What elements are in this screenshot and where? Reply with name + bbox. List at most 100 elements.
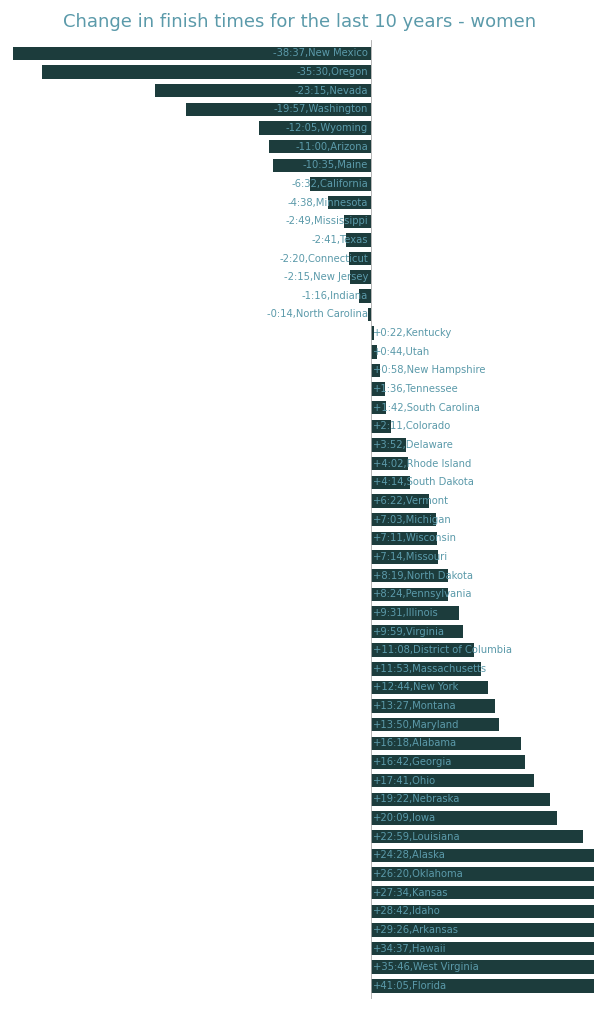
Bar [371,382,385,396]
Text: +9:59,Virginia: +9:59,Virginia [373,627,445,637]
Bar [371,886,600,899]
Bar [371,606,458,620]
Bar [344,215,371,228]
Text: -2:15,New Jersey: -2:15,New Jersey [284,272,368,283]
Bar [371,718,499,732]
Text: +7:14,Missouri: +7:14,Missouri [373,552,448,562]
Text: -1:16,Indiana: -1:16,Indiana [302,291,368,301]
Bar [371,457,408,470]
Text: +20:09,Iowa: +20:09,Iowa [373,813,436,823]
Bar [346,233,371,246]
Bar [359,290,371,303]
Text: -35:30,Oregon: -35:30,Oregon [296,67,368,77]
Bar [371,868,600,881]
Bar [371,849,597,862]
Bar [42,66,371,79]
Bar [371,793,550,806]
Text: +35:46,West Virginia: +35:46,West Virginia [373,963,479,973]
Bar [371,699,495,712]
Bar [272,158,371,172]
Bar [328,196,371,209]
Text: +9:31,Illinois: +9:31,Illinois [373,607,439,618]
Text: +29:26,Arkansas: +29:26,Arkansas [373,925,459,935]
Bar [371,979,600,993]
Text: Change in finish times for the last 10 years - women: Change in finish times for the last 10 y… [64,13,536,30]
Text: +19:22,Nebraska: +19:22,Nebraska [373,794,460,804]
Bar [310,178,371,191]
Bar [350,270,371,284]
Bar [259,121,371,135]
Bar [371,438,406,452]
Text: +12:44,New York: +12:44,New York [373,682,458,692]
Bar [371,662,481,676]
Bar [371,363,380,377]
Bar [371,587,448,601]
Bar [371,756,525,769]
Text: +1:36,Tennessee: +1:36,Tennessee [373,384,458,395]
Text: -0:14,North Carolina: -0:14,North Carolina [267,310,368,320]
Text: +34:37,Hawaii: +34:37,Hawaii [373,943,446,954]
Bar [371,625,463,639]
Text: +22:59,Louisiana: +22:59,Louisiana [373,831,460,842]
Text: +24:28,Alaska: +24:28,Alaska [373,851,446,861]
Text: +4:14,South Dakota: +4:14,South Dakota [373,477,474,487]
Text: +41:05,Florida: +41:05,Florida [373,981,447,991]
Bar [371,923,600,936]
Text: +4:02,Rhode Island: +4:02,Rhode Island [373,459,471,469]
Bar [371,532,437,545]
Bar [186,103,371,116]
Bar [371,475,410,489]
Text: +28:42,Idaho: +28:42,Idaho [373,906,440,916]
Text: -2:49,Mississippi: -2:49,Mississippi [286,216,368,226]
Text: -4:38,Minnesota: -4:38,Minnesota [288,198,368,208]
Bar [13,46,371,61]
Text: +11:08,District of Columbia: +11:08,District of Columbia [373,645,512,655]
Text: +0:44,Utah: +0:44,Utah [373,347,430,357]
Bar [371,345,377,358]
Text: +8:19,North Dakota: +8:19,North Dakota [373,570,473,580]
Text: +3:52,Delaware: +3:52,Delaware [373,440,454,450]
Text: +7:11,Wisconsin: +7:11,Wisconsin [373,534,457,543]
Text: -23:15,Nevada: -23:15,Nevada [295,86,368,96]
Text: +8:24,Pennsylvania: +8:24,Pennsylvania [373,589,472,599]
Bar [371,327,374,340]
Bar [371,830,583,844]
Text: +2:11,Colorado: +2:11,Colorado [373,422,451,432]
Bar [368,308,371,321]
Bar [371,494,430,508]
Bar [371,941,600,956]
Text: +0:22,Kentucky: +0:22,Kentucky [373,328,452,338]
Text: +27:34,Kansas: +27:34,Kansas [373,888,448,898]
Text: +16:18,Alabama: +16:18,Alabama [373,739,457,749]
Text: -12:05,Wyoming: -12:05,Wyoming [286,123,368,133]
Bar [371,961,600,974]
Text: +13:27,Montana: +13:27,Montana [373,701,457,711]
Bar [371,811,557,824]
Text: -10:35,Maine: -10:35,Maine [303,160,368,171]
Text: +6:22,Vermont: +6:22,Vermont [373,496,449,506]
Text: -38:37,New Mexico: -38:37,New Mexico [274,48,368,59]
Text: +17:41,Ohio: +17:41,Ohio [373,776,436,786]
Text: +16:42,Georgia: +16:42,Georgia [373,757,452,767]
Text: +1:42,South Carolina: +1:42,South Carolina [373,403,480,413]
Bar [371,681,488,694]
Text: -11:00,Arizona: -11:00,Arizona [295,141,368,151]
Text: +26:20,Oklahoma: +26:20,Oklahoma [373,869,464,879]
Bar [349,252,371,265]
Bar [371,420,391,433]
Bar [371,401,386,415]
Text: +7:03,Michigan: +7:03,Michigan [373,515,452,525]
Text: -6:32,California: -6:32,California [292,179,368,189]
Text: -19:57,Washington: -19:57,Washington [274,104,368,114]
Text: +11:53,Massachusetts: +11:53,Massachusetts [373,664,487,674]
Text: -2:20,Connecticut: -2:20,Connecticut [280,253,368,263]
Bar [269,140,371,153]
Bar [371,513,436,527]
Text: +13:50,Maryland: +13:50,Maryland [373,719,460,730]
Bar [371,644,473,657]
Text: -2:41,Texas: -2:41,Texas [312,235,368,245]
Bar [371,569,448,582]
Bar [371,737,521,750]
Bar [371,904,600,918]
Bar [155,84,371,98]
